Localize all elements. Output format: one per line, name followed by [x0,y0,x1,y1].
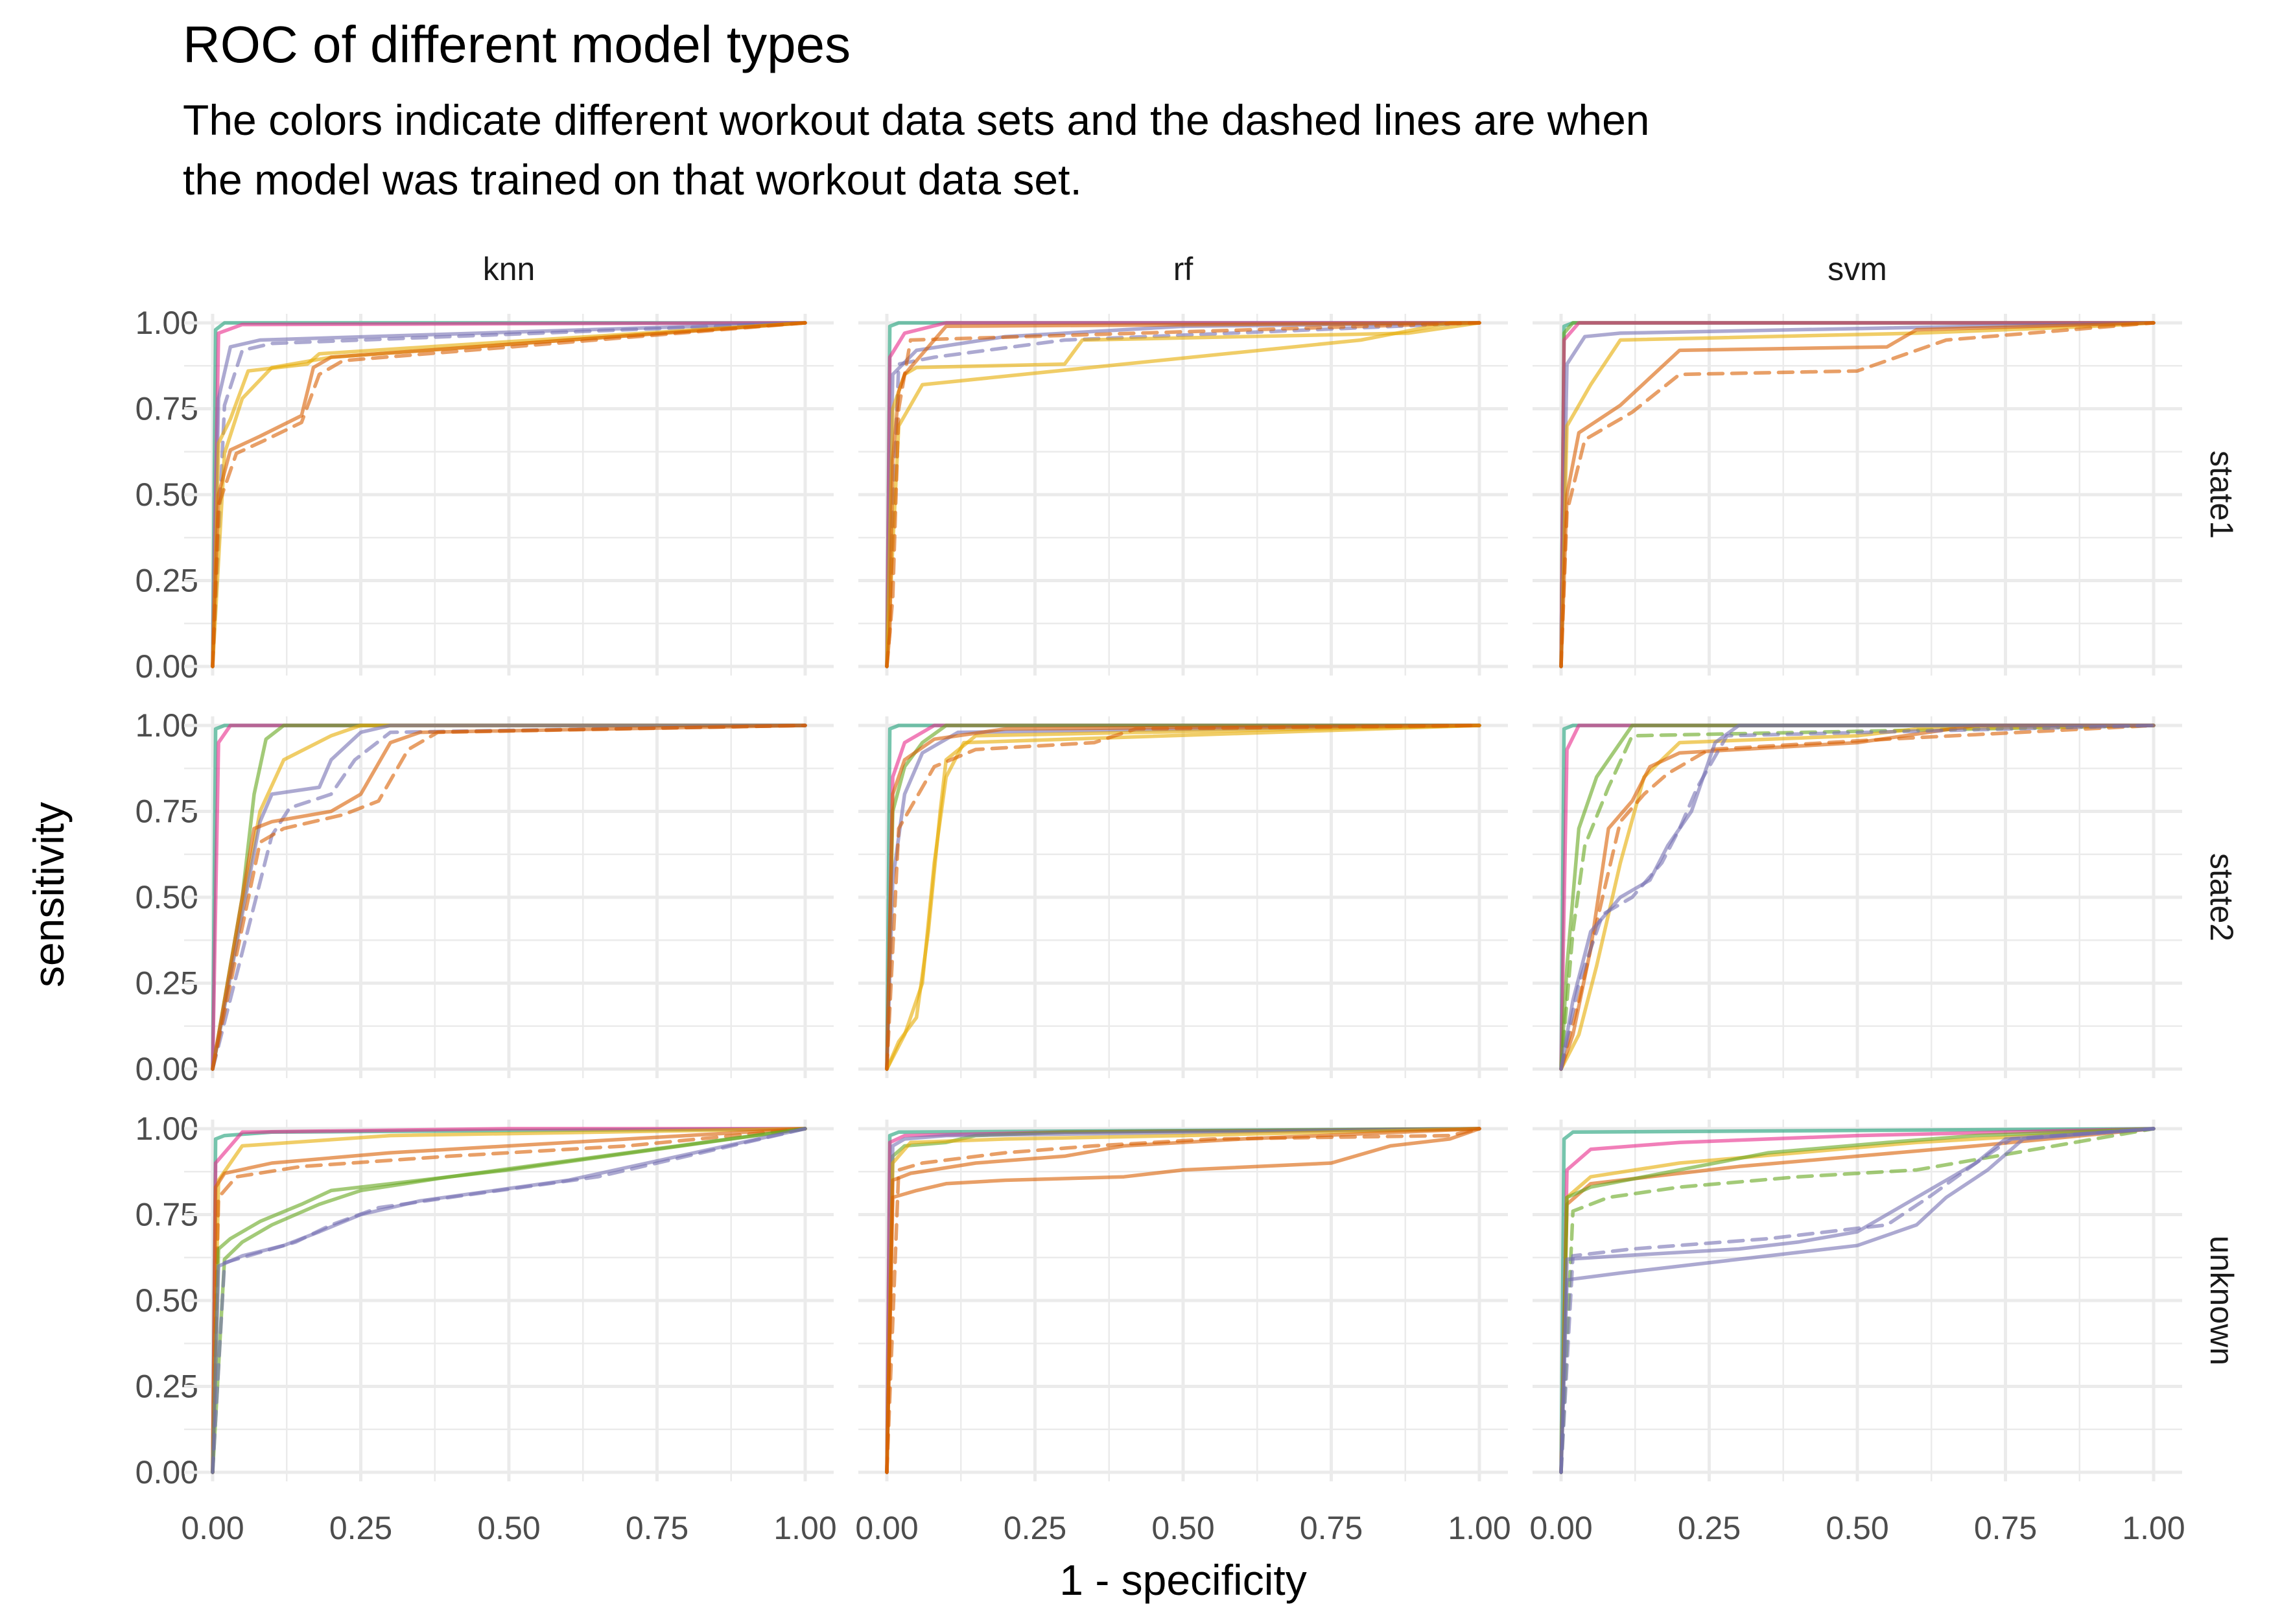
roc-curve-orange [1559,1127,2156,1474]
roc-curve-green [1559,1127,2156,1474]
roc-curve-orange [885,1127,1481,1474]
x-tick-label: 1.00 [1448,1510,1511,1546]
x-tick-label: 0.75 [626,1510,688,1546]
y-axis-label: sensitivity [25,802,73,987]
roc-curve-purple-dashed [211,1127,807,1474]
roc-curve-orange-dashed [1559,724,2156,1071]
facet-row-label: unknown [2204,1236,2240,1365]
x-tick-label: 0.25 [1004,1510,1066,1546]
facet-panel-svm-unknown [1533,1120,2182,1481]
facet-panel-svm-state1 [1533,314,2182,676]
facet-panel-knn-state2 [184,716,834,1078]
x-tick-label: 0.50 [1826,1510,1888,1546]
roc-curve-green-dashed [1559,1127,2156,1474]
roc-curve-orange [211,1127,807,1474]
roc-curve-purple-dashed [1559,1127,2156,1474]
roc-curve-gold [885,321,1481,668]
x-tick-label: 0.25 [329,1510,392,1546]
roc-curve-orange-dashed [885,1127,1481,1474]
roc-curve-orange-dashed [885,321,1481,668]
x-tick-label: 1.00 [2122,1510,2185,1546]
roc-curve-purple-dashed [885,321,1481,668]
roc-curve-purple [1559,1127,2156,1474]
x-tick-label: 0.00 [181,1510,244,1546]
facet-column-label: svm [1828,251,1887,287]
x-tick-label: 0.75 [1300,1510,1363,1546]
facet-panels: knn rf svm state1 state2 unknown 0.00 0.25 0.50 0… [135,251,2240,1546]
facet-column-label: rf [1173,251,1193,287]
x-axis-label: 1 - specificity [1059,1556,1306,1604]
roc-curve-orange [885,724,1481,1071]
x-tick-label: 0.25 [1678,1510,1741,1546]
facet-panel-rf-state1 [858,314,1508,676]
facet-panel-rf-unknown [858,1120,1508,1481]
x-tick-label: 0.00 [855,1510,918,1546]
roc-curve-purple-dashed [1559,724,2156,1071]
roc-curve-gold [885,724,1481,1071]
facet-row-label: state1 [2204,451,2240,539]
chart-subtitle-line-2: the model was trained on that workout da… [183,156,1082,204]
roc-curve-gold [211,321,807,668]
x-tick-label: 1.00 [773,1510,836,1546]
roc-curve-green [211,1127,807,1474]
chart-title: ROC of different model types [183,16,851,73]
roc-curve-orange [885,1127,1481,1474]
roc-curve-orange [211,321,807,668]
facet-panel-rf-state2 [858,716,1508,1078]
x-tick-label: 0.00 [1529,1510,1592,1546]
facet-row-label: state2 [2204,853,2240,941]
roc-curve-orange [1559,321,2156,668]
x-tick-label: 0.50 [1151,1510,1214,1546]
roc-curve-green-dashed [1559,724,2156,1071]
roc-curve-orange-dashed [1559,321,2156,668]
facet-panel-svm-state2 [1533,716,2182,1078]
roc-curve-orange [211,724,807,1071]
roc-curve-magenta [885,321,1481,668]
facet-column-label: knn [483,251,535,287]
roc-curve-orange-dashed [885,724,1481,1071]
x-tick-label: 0.50 [477,1510,540,1546]
roc-curve-green [1559,724,2156,1071]
chart-subtitle-line-1: The colors indicate different workout da… [183,96,1650,144]
facet-panel-knn-state1 [184,314,834,676]
x-tick-label: 0.75 [1974,1510,2037,1546]
roc-curve-orange-dashed [211,321,807,668]
facet-panel-knn-unknown [184,1120,834,1481]
roc-curve-purple [211,724,807,1071]
roc-curve-orange-dashed [211,724,807,1071]
